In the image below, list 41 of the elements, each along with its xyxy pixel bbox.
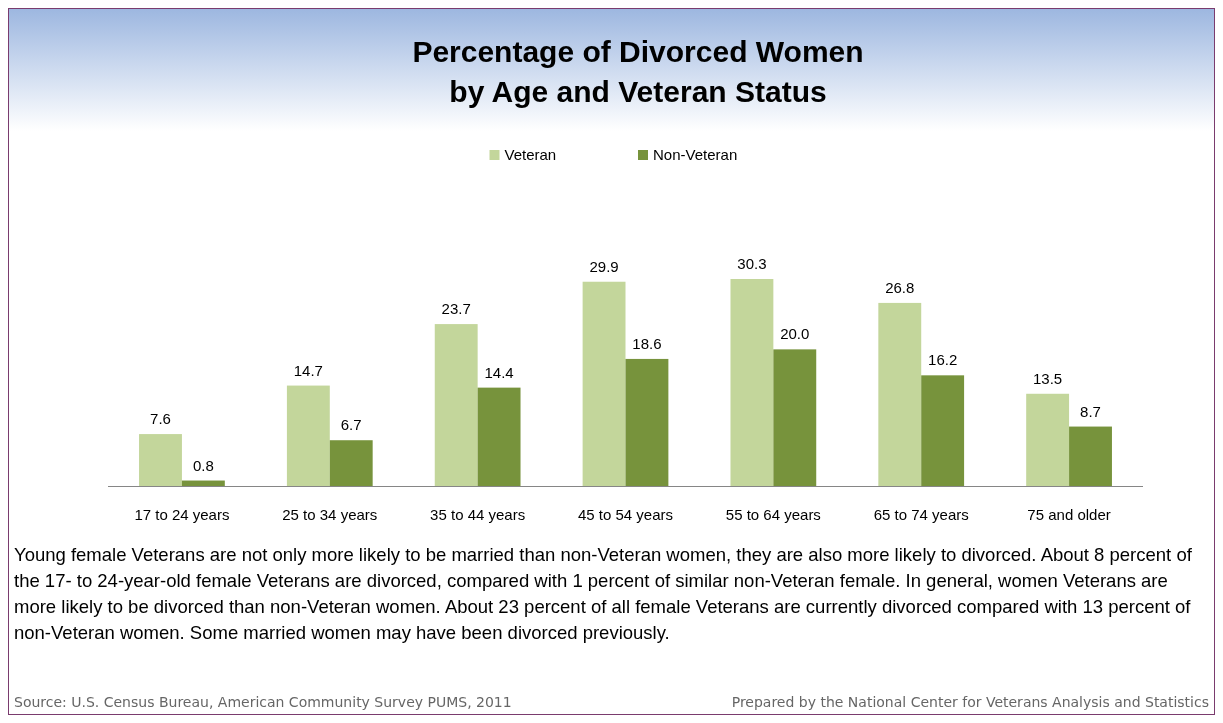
x-tick-label: 55 to 64 years [725, 506, 821, 523]
bar [139, 434, 182, 486]
bar [921, 375, 965, 486]
text: Prepared by the National Center for Veterans Analysis and Statistics [731, 694, 1209, 710]
data-label: 7.6 [150, 410, 171, 428]
data-label: 23.7 [441, 300, 471, 318]
x-tick-label: 25 to 34 years [282, 506, 378, 523]
data-label: 6.7 [340, 416, 362, 434]
data-label: 14.7 [293, 361, 323, 379]
bar [878, 302, 922, 486]
data-label: 18.6 [632, 334, 662, 352]
data-label: 29.9 [589, 257, 619, 275]
data-label: 20.0 [780, 325, 810, 343]
x-tick-label: 17 to 24 years [134, 506, 230, 523]
bar [329, 440, 373, 486]
data-label: 13.5 [1033, 369, 1063, 387]
data-label: 30.3 [737, 255, 767, 272]
bar [730, 279, 774, 486]
bar [181, 480, 225, 486]
bar [1069, 426, 1112, 486]
x-tick-label: 35 to 44 years [430, 506, 526, 523]
bar [582, 281, 626, 486]
legend-label: Veteran [504, 146, 557, 163]
data-label: 14.4 [484, 363, 514, 381]
chart-title: Percentage of Divorced Women by Age and Veteran Status [412, 35, 864, 108]
text: Young female Veterans are not only more likely to be married than non-Veteran women, they are also more likely to divorced. About 8 percent of the 17- to 24-year-old female Veterans are divorced, compared with 1 percent of similar non-Veteran female. In general, women Veterans are more likely to be divorced than non-Veteran women. About 23 percent of all female Veterans are currently divorced compared with 13 percent of non-Veteran women. Some married women may have been divorced previously. [14, 544, 1193, 643]
source-note: Source: U.S. Census Bureau, American Community Survey PUMS, 2011 [14, 694, 512, 710]
bar [477, 387, 521, 486]
bar [773, 349, 817, 486]
data-label: 16.2 [928, 351, 958, 369]
x-tick-label: 45 to 54 years [577, 506, 674, 523]
x-tick-label: 65 to 74 years [873, 506, 969, 523]
x-tick-label: 75 and older [1027, 506, 1111, 523]
data-label: 26.8 [885, 278, 915, 296]
data-label: 8.7 [1080, 402, 1101, 420]
bar [434, 324, 478, 486]
bar [286, 385, 330, 486]
bar [1026, 393, 1070, 486]
bar [625, 358, 669, 486]
legend-label: Non-Veteran [653, 146, 738, 163]
data-label: 0.8 [192, 456, 214, 474]
